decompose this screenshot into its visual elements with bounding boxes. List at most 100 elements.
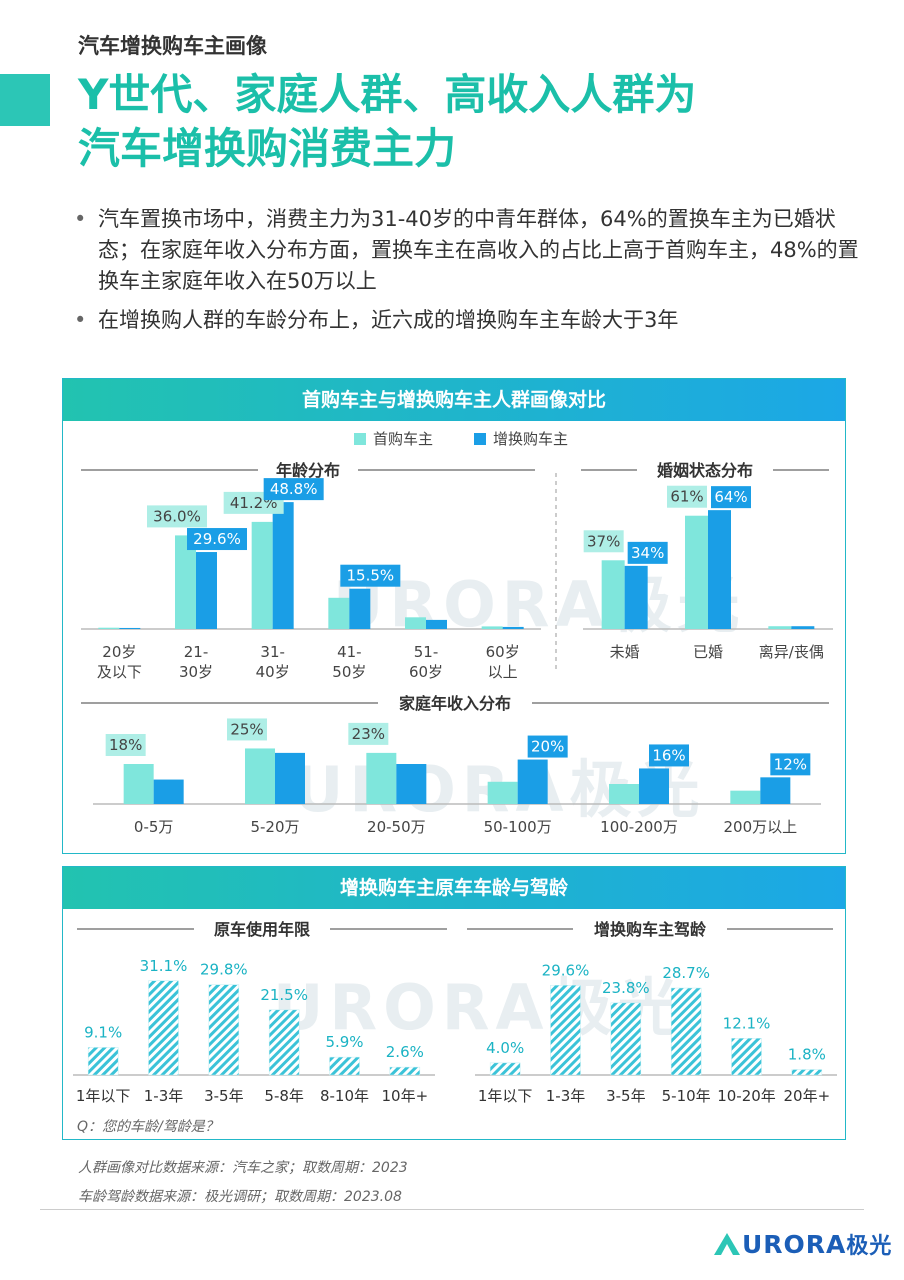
data-label-first: 18%	[109, 736, 142, 754]
bar-replace	[426, 619, 447, 629]
data-label: 28.7%	[662, 964, 710, 982]
tick-label: 1年以下	[478, 1087, 533, 1105]
bar-first	[98, 627, 120, 629]
bullet-item: 在增换购人群的车龄分布上，近六成的增换购车主车龄大于3年	[72, 305, 862, 336]
bar-first	[601, 560, 625, 629]
bullet-item: 汽车置换市场中，消费主力为31-40岁的中青年群体，64%的置换车主为已婚状态；…	[72, 204, 862, 297]
tick-label: 20-50万	[367, 818, 426, 836]
comparison-charts: URORA极光URORA极光首购车主增换购车主年龄分布20岁及以下36.0%29…	[81, 430, 833, 836]
tick-label: 5-10年	[662, 1087, 711, 1105]
data-label: 9.1%	[84, 1023, 122, 1041]
chart-title: 年龄分布	[276, 461, 340, 480]
tick-label: 1-3年	[546, 1087, 586, 1105]
accent-bar	[0, 74, 50, 126]
data-label-replace-bg	[263, 478, 324, 501]
data-label-replace: 29.6%	[193, 530, 241, 548]
brand-name: URORA	[742, 1230, 847, 1259]
data-label-first-bg	[667, 485, 707, 508]
survey-question: Q：您的车龄/驾龄是？	[77, 1119, 219, 1135]
bar-replace	[708, 510, 731, 629]
data-label-first-bg	[105, 734, 146, 756]
bar	[791, 1069, 823, 1076]
page-title: Y世代、家庭人群、高收入人群为 汽车增换购消费主力	[78, 68, 696, 176]
data-label-first: 37%	[587, 532, 620, 550]
tick-label: 10年+	[382, 1087, 429, 1105]
tick-label: 41-	[337, 643, 362, 661]
tick-label: 1年以下	[76, 1087, 131, 1105]
tick-label: 40岁	[256, 663, 290, 681]
bar-replace	[196, 552, 217, 629]
bar-first	[481, 626, 503, 629]
data-label: 31.1%	[140, 957, 188, 975]
bar-first	[768, 626, 792, 629]
data-label-first: 23%	[352, 725, 385, 743]
tick-label: 5-20万	[250, 818, 299, 836]
data-label: 4.0%	[486, 1039, 524, 1057]
tick-label: 5-8年	[264, 1087, 304, 1105]
bar-first	[609, 784, 639, 804]
chart-title: 原车使用年限	[214, 920, 311, 939]
bullet-list: 汽车置换市场中，消费主力为31-40岁的中青年群体，64%的置换车主为已婚状态；…	[72, 204, 862, 344]
bar	[731, 1038, 762, 1076]
bar-first	[123, 764, 154, 804]
data-label-replace: 20%	[531, 738, 564, 756]
bar	[389, 1066, 421, 1076]
tick-label: 50岁	[332, 663, 366, 681]
tick-label: 100-200万	[600, 818, 678, 836]
tick-label: 21-	[184, 643, 209, 661]
bar-replace	[624, 565, 648, 629]
bar-replace	[153, 779, 184, 804]
bar-first	[251, 521, 273, 629]
page-title-line1: Y世代、家庭人群、高收入人群为	[78, 70, 697, 119]
tick-label: 1-3年	[144, 1087, 184, 1105]
bar	[268, 1009, 300, 1076]
data-label-first: 25%	[230, 720, 263, 738]
legend-swatch-replace	[474, 433, 486, 445]
brand-logo: URORA极光	[712, 1228, 892, 1260]
chart-title: 婚姻状态分布	[657, 461, 753, 480]
tick-label: 3-5年	[606, 1087, 646, 1105]
data-label: 2.6%	[386, 1043, 424, 1061]
bar-first	[328, 597, 350, 629]
bar-replace	[275, 752, 305, 804]
data-label-replace: 34%	[631, 544, 664, 562]
tick-label: 60岁	[409, 663, 443, 681]
bar	[148, 980, 179, 1076]
data-label-first-bg	[348, 722, 389, 745]
bar-first	[730, 790, 761, 804]
bar	[87, 1047, 119, 1076]
tick-label: 60岁	[486, 643, 520, 661]
data-label: 29.6%	[542, 961, 590, 979]
bar-first	[487, 781, 518, 804]
panel-title: 首购车主与增换购车主人群画像对比	[63, 379, 845, 421]
bar-first	[245, 748, 275, 804]
tick-label: 10-20年	[717, 1087, 776, 1105]
brand-cn: 极光	[846, 1234, 893, 1259]
bar-replace	[119, 627, 141, 629]
data-label-replace-bg	[527, 735, 568, 758]
data-label: 21.5%	[260, 986, 308, 1004]
data-label: 23.8%	[602, 979, 650, 997]
data-label-replace: 64%	[714, 488, 747, 506]
section-kicker: 汽车增换购车主画像	[78, 34, 267, 58]
bar-first	[366, 752, 397, 804]
bar-replace	[517, 759, 548, 804]
bar-first	[175, 535, 196, 629]
bar	[550, 985, 581, 1076]
source-note: 人群画像对比数据来源：汽车之家；取数周期：2023	[78, 1160, 408, 1176]
legend-label-first: 首购车主	[373, 430, 433, 448]
bar-first	[405, 617, 426, 629]
bar	[208, 984, 240, 1076]
tick-label: 离异/丧偶	[759, 643, 824, 661]
tick-label: 20年+	[784, 1087, 831, 1105]
data-label-replace-bg	[627, 541, 668, 564]
bar	[329, 1056, 360, 1076]
data-label-replace-bg	[711, 486, 751, 509]
bar	[670, 987, 702, 1076]
tick-label: 0-5万	[134, 818, 174, 836]
bar-first	[685, 515, 708, 629]
data-label-replace: 15.5%	[347, 567, 395, 585]
data-label-first-bg	[583, 530, 624, 553]
chart-title: 家庭年收入分布	[399, 694, 511, 713]
data-label-replace-bg	[770, 753, 811, 776]
